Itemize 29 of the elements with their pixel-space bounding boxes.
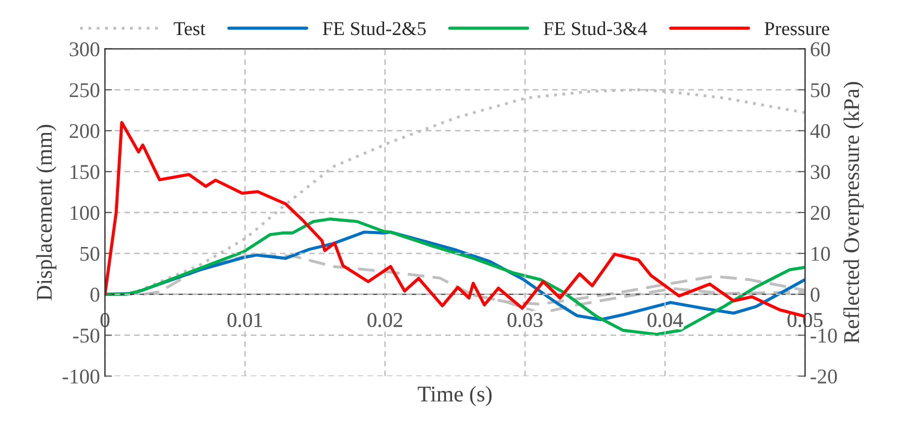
y-tick-label: 150 [70, 164, 100, 180]
y-tick-label: 200 [70, 124, 100, 138]
y2-tick-label: 60 [810, 42, 830, 56]
y2-axis-title: Reflected Overpressure (kPa) [843, 82, 864, 344]
y2-tick-label: 50 [811, 83, 830, 98]
legend-label: FE Stud-3&4 [544, 22, 648, 36]
y2-tick-label: 40 [810, 124, 830, 138]
y-tick-label: -100 [62, 370, 100, 384]
y-tick-label: -50 [73, 328, 100, 343]
x-axis-title: Time (s) [418, 386, 492, 406]
y-tick-label: 300 [70, 42, 100, 56]
x-tick-label: 0.01 [228, 312, 262, 328]
y-tick-label: 50 [80, 246, 100, 261]
x-tick-label: 0.03 [508, 312, 542, 328]
legend-label: Test [174, 22, 206, 36]
y2-tick-label: 0 [810, 288, 820, 302]
y2-tick-label: 10 [812, 246, 830, 261]
x-tick-label: 0.04 [648, 312, 683, 328]
y-tick-label: 100 [70, 206, 100, 220]
y2-tick-label: -10 [810, 328, 837, 343]
y2-tick-label: 30 [810, 164, 830, 180]
y-tick-label: 250 [70, 83, 100, 98]
y2-tick-label: -20 [810, 370, 837, 384]
y-axis-title: Displacement (mm) [36, 124, 56, 300]
legend-label: Pressure [764, 22, 830, 36]
y-tick-label: 0 [90, 288, 100, 302]
y2-tick-label: 20 [810, 206, 830, 220]
x-tick-label: 0.02 [368, 312, 402, 328]
legend-label: FE Stud-2&5 [322, 22, 426, 36]
